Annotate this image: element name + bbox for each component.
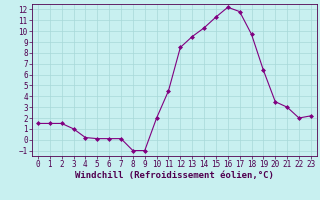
X-axis label: Windchill (Refroidissement éolien,°C): Windchill (Refroidissement éolien,°C) xyxy=(75,171,274,180)
